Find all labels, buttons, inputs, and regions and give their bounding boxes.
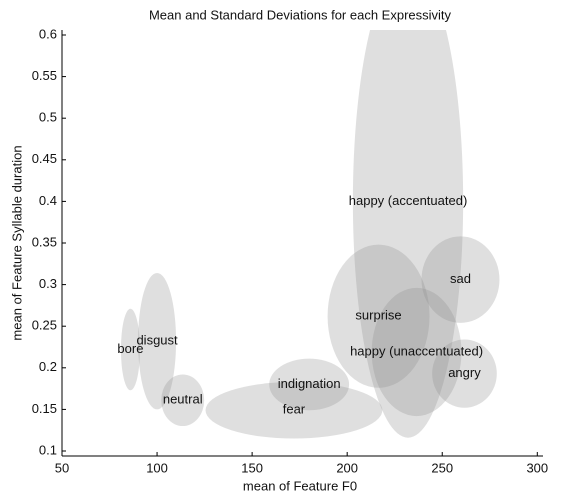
x-tick-label: 300 bbox=[526, 460, 548, 475]
y-tick-label: 0.3 bbox=[39, 276, 57, 291]
std-ellipse bbox=[421, 236, 500, 323]
y-tick-label: 0.35 bbox=[32, 234, 57, 249]
x-tick-label: 150 bbox=[241, 460, 263, 475]
chart-title: Mean and Standard Deviations for each Ex… bbox=[149, 7, 452, 22]
ellipse-label: surprise bbox=[355, 308, 401, 323]
std-ellipse bbox=[161, 374, 205, 427]
std-ellipse bbox=[432, 339, 497, 408]
ellipse-label: angry bbox=[448, 365, 481, 380]
x-axis-label: mean of Feature F0 bbox=[243, 478, 357, 493]
y-axis-label: mean of Feature Syllable duration bbox=[9, 145, 24, 340]
y-tick-label: 0.55 bbox=[32, 68, 57, 83]
x-tick-label: 250 bbox=[431, 460, 453, 475]
std-ellipse bbox=[352, 30, 464, 438]
x-tick-label: 200 bbox=[336, 460, 358, 475]
std-ellipse bbox=[371, 287, 462, 417]
x-tick-label: 100 bbox=[146, 460, 168, 475]
y-tick-label: 0.15 bbox=[32, 401, 57, 416]
ellipse-label: happy (unaccentuated) bbox=[350, 343, 483, 358]
ellipse-label: fear bbox=[283, 402, 306, 417]
y-tick-label: 0.4 bbox=[39, 193, 57, 208]
std-ellipse bbox=[205, 381, 383, 439]
y-tick-label: 0.25 bbox=[32, 318, 57, 333]
plot-area bbox=[120, 30, 500, 439]
y-tick-label: 0.2 bbox=[39, 359, 57, 374]
y-tick-label: 0.6 bbox=[39, 26, 57, 41]
y-tick-label: 0.5 bbox=[39, 110, 57, 125]
ellipse-label: indignation bbox=[278, 376, 341, 391]
std-ellipse bbox=[269, 358, 350, 411]
std-ellipse bbox=[120, 308, 140, 391]
ellipse-label: disgust bbox=[136, 333, 178, 348]
ellipse-label: happy (accentuated) bbox=[349, 193, 468, 208]
x-tick-label: 50 bbox=[55, 460, 69, 475]
ellipse-label: bore bbox=[117, 341, 143, 356]
y-tick-label: 0.1 bbox=[39, 442, 57, 457]
ellipse-label: neutral bbox=[163, 392, 203, 407]
std-ellipse bbox=[327, 244, 430, 388]
ellipse-label: sad bbox=[450, 271, 471, 286]
std-ellipse bbox=[138, 272, 177, 410]
y-tick-label: 0.45 bbox=[32, 151, 57, 166]
